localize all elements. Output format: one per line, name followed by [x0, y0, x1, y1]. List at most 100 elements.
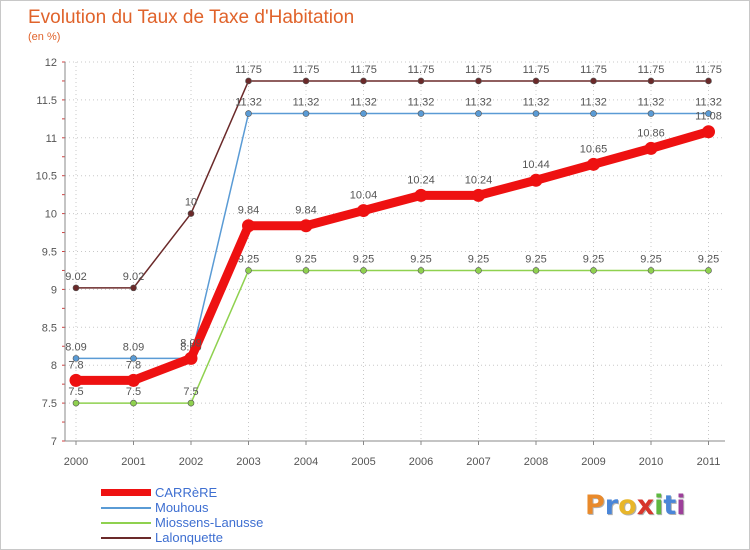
data-point-miossens-lanusse [187, 399, 195, 407]
data-label-carr-re: 9.84 [238, 205, 259, 217]
y-tick-label: 12 [45, 57, 57, 69]
y-tick-label: 9 [51, 284, 57, 296]
logo-letter: P [585, 490, 605, 521]
data-point-carr-re [184, 351, 198, 365]
data-label-carr-re: 10.65 [580, 143, 608, 155]
data-point-miossens-lanusse [130, 399, 137, 407]
data-label-carr-re: 7.8 [68, 359, 83, 371]
data-point-lalonquette [130, 284, 137, 292]
chart-title: Evolution du Taux de Taxe d'Habitation [28, 7, 355, 28]
data-label-lalonquette: 11.75 [580, 64, 607, 76]
x-tick-label: 2006 [409, 456, 433, 468]
data-point-lalonquette [360, 77, 367, 85]
x-tick-label: 2003 [236, 456, 260, 468]
data-point-miossens-lanusse [705, 267, 712, 274]
data-point-mouhous [245, 110, 252, 117]
data-label-mouhous: 8.09 [123, 341, 144, 353]
data-label-carr-re: 10.24 [465, 174, 493, 186]
data-point-carr-re [644, 141, 658, 155]
x-tick-label: 2000 [64, 456, 88, 468]
data-label-mouhous: 11.32 [350, 97, 377, 109]
data-point-miossens-lanusse [302, 267, 310, 274]
data-point-carr-re [69, 373, 83, 387]
x-tick-label: 2005 [351, 456, 375, 468]
data-point-miossens-lanusse [475, 267, 482, 274]
data-label-lalonquette: 11.75 [350, 64, 377, 76]
data-point-miossens-lanusse [245, 267, 252, 274]
data-point-mouhous [302, 110, 310, 117]
data-label-lalonquette: 11.75 [235, 64, 262, 76]
logo-letter: x [636, 490, 655, 521]
legend-item-mouhous[interactable]: Mouhous [101, 500, 341, 515]
data-label-carr-re: 10.86 [637, 127, 665, 139]
x-tick-label: 2002 [179, 456, 203, 468]
data-point-carr-re [357, 204, 370, 218]
data-point-miossens-lanusse [590, 267, 597, 274]
proxiti-logo: Proxiti [585, 490, 686, 521]
data-label-lalonquette: 11.75 [293, 64, 320, 76]
data-point-carr-re [127, 373, 140, 387]
data-point-lalonquette [417, 77, 425, 85]
legend-item-miossens-lanusse[interactable]: Miossens-Lanusse [101, 515, 341, 530]
y-tick-label: 10.5 [36, 171, 57, 183]
data-label-lalonquette: 9.02 [123, 271, 144, 283]
data-label-miossens-lanusse: 9.25 [698, 253, 719, 265]
data-label-lalonquette: 11.75 [408, 64, 435, 76]
data-label-carr-re: 9.84 [295, 205, 316, 217]
logo-letter: r [604, 490, 619, 521]
y-tick-label: 8 [51, 360, 57, 372]
logo-letter: t [663, 490, 677, 521]
legend-label: Miossens-Lanusse [155, 515, 264, 530]
data-label-carr-re: 11.08 [695, 111, 722, 123]
data-point-lalonquette [647, 77, 655, 85]
data-label-mouhous: 11.32 [465, 97, 492, 109]
data-point-mouhous [475, 110, 482, 117]
data-label-carr-re: 10.04 [350, 190, 378, 202]
data-label-lalonquette: 9.02 [65, 271, 86, 283]
y-tick-label: 11 [46, 133, 57, 145]
chart-subtitle: (en %) [28, 31, 61, 43]
data-point-lalonquette [532, 77, 540, 85]
legend-item-lalonquette[interactable]: Lalonquette [101, 530, 341, 545]
data-label-lalonquette: 11.75 [523, 64, 550, 76]
legend-item-carrere[interactable]: CARRèRE [101, 485, 341, 500]
data-label-miossens-lanusse: 9.25 [410, 253, 431, 265]
y-tick-label: 8.5 [42, 322, 57, 334]
data-label-miossens-lanusse: 7.5 [68, 386, 83, 398]
data-point-mouhous [590, 110, 597, 117]
data-label-lalonquette: 11.75 [695, 64, 722, 76]
legend-swatch-carrere [101, 489, 151, 496]
logo-letter: i [654, 490, 664, 521]
data-label-miossens-lanusse: 7.5 [126, 386, 141, 398]
y-tick-label: 10 [45, 209, 57, 221]
data-point-miossens-lanusse [647, 267, 655, 274]
y-tick-label: 7 [51, 436, 57, 448]
y-tick-label: 7.5 [42, 398, 57, 410]
data-point-carr-re [299, 219, 313, 233]
y-tick-label: 11.5 [36, 95, 57, 107]
data-label-miossens-lanusse: 9.25 [295, 253, 316, 265]
plot-area [65, 62, 725, 441]
data-label-mouhous: 11.32 [638, 97, 665, 109]
data-point-carr-re [587, 157, 600, 171]
logo-letter: i [676, 490, 686, 521]
data-point-mouhous [705, 110, 712, 117]
data-point-carr-re [242, 219, 255, 233]
data-label-miossens-lanusse: 9.25 [238, 253, 259, 265]
data-label-mouhous: 11.32 [293, 97, 320, 109]
series-line-carr-re [71, 127, 713, 385]
data-label-mouhous: 11.32 [523, 97, 550, 109]
x-tick-label: 2007 [466, 456, 490, 468]
legend-swatch-miossens-lanusse [101, 522, 151, 524]
legend-swatch-lalonquette [101, 537, 151, 539]
legend-label: CARRèRE [155, 485, 218, 500]
data-point-miossens-lanusse [72, 399, 80, 407]
data-point-lalonquette [187, 210, 195, 217]
data-label-carr-re: 8.09 [180, 337, 201, 349]
data-point-carr-re [702, 125, 715, 139]
data-point-mouhous [647, 110, 655, 117]
data-label-mouhous: 11.32 [408, 97, 435, 109]
data-point-miossens-lanusse [360, 267, 367, 274]
data-point-mouhous [532, 110, 540, 117]
